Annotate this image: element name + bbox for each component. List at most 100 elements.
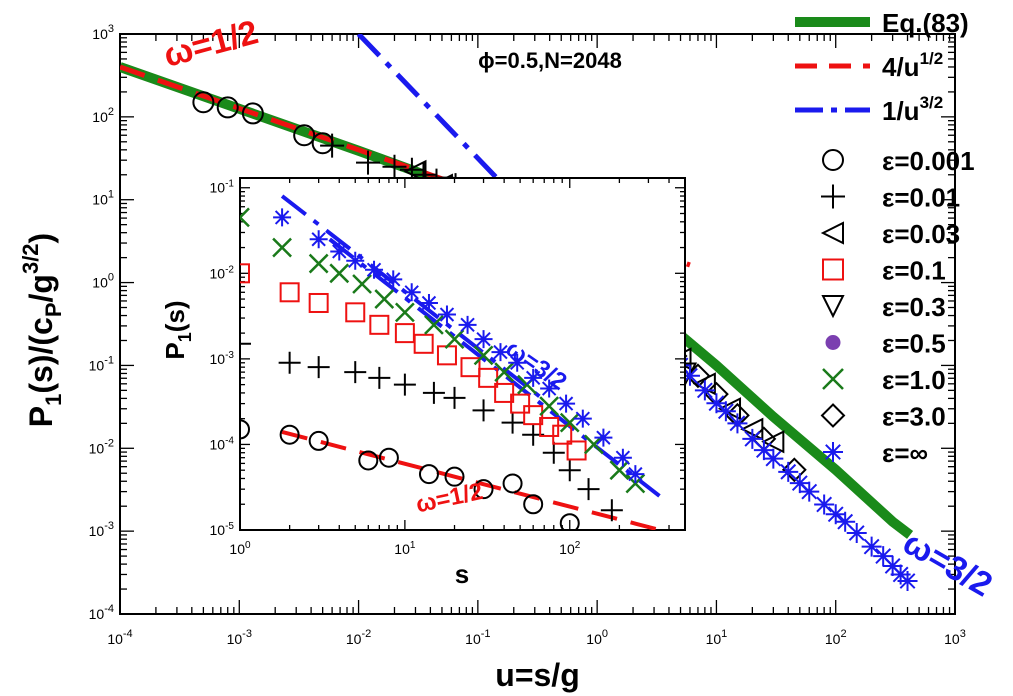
inset-point-circle	[502, 473, 523, 494]
inset-series-3	[240, 207, 646, 494]
main-y-tick-label: 10-1	[89, 354, 114, 373]
legend-marker-diamond	[820, 403, 846, 428]
main-point-asterisk	[789, 473, 810, 494]
inset-point-circle	[444, 466, 465, 487]
inset-point-x	[539, 396, 560, 417]
main-x-tick-label: 10-1	[465, 628, 490, 647]
inset-series-0	[240, 419, 580, 530]
main-point-asterisk	[882, 555, 903, 576]
inset-x-axis-title: s	[455, 559, 469, 589]
main-x-tick-label: 102	[825, 628, 847, 647]
legend-series-label: ε=0.001	[882, 146, 975, 176]
inset-point-x	[308, 253, 329, 274]
inset-y-tick-label: 10-3	[210, 350, 235, 367]
main-y-tick-label: 100	[92, 272, 114, 291]
inset-point-x	[352, 274, 372, 294]
inset-point-x	[374, 289, 395, 309]
inset-point-plus	[443, 386, 466, 409]
inset-point-square	[369, 314, 390, 335]
inset-point-asterisk	[309, 230, 328, 249]
main-point-circle	[216, 96, 239, 119]
main-ticks	[119, 33, 956, 615]
main-x-tick-label: 100	[586, 628, 608, 647]
inset-point-asterisk	[330, 242, 349, 261]
main-point-asterisk	[679, 365, 700, 386]
inset-point-asterisk	[613, 448, 632, 467]
inset-point-square	[552, 424, 573, 445]
main-point-asterisk	[694, 380, 715, 401]
main-point-asterisk	[846, 522, 867, 543]
inset-x-tick-label: 100	[229, 540, 251, 557]
legend-label-0: Eq.(83)	[882, 8, 969, 38]
inset-point-x	[394, 302, 415, 323]
main-point-asterisk	[825, 504, 846, 525]
main-x-tick-label: 10-3	[227, 628, 252, 647]
inset-point-square	[345, 302, 366, 323]
main-point-asterisk	[873, 546, 894, 567]
main-annotation: ϕ=0.5,N=2048	[478, 48, 622, 73]
inset-point-plus	[307, 356, 330, 379]
legend-series-label: ε=∞	[882, 438, 928, 468]
main-y-tick-label: 10-4	[89, 603, 114, 622]
inset-point-plus	[393, 373, 416, 396]
inset-point-square	[308, 292, 329, 313]
legend-label-1: 4/u1/2	[882, 49, 943, 82]
main-point-asterisk	[706, 393, 727, 414]
legend-marker-triangle-left	[820, 221, 844, 245]
inset-point-plus	[344, 361, 367, 384]
inset-point-asterisk	[540, 379, 559, 398]
inset-point-x	[272, 237, 292, 258]
inset-point-square	[460, 357, 481, 378]
inset-point-square	[240, 263, 250, 284]
inset-point-circle	[308, 430, 329, 451]
inset-y-tick-label: 10-4	[210, 435, 235, 452]
inset-point-plus	[278, 351, 301, 374]
inset-point-asterisk	[419, 293, 438, 312]
main-y-axis-title: P1(s)/(cP/g3/2)	[18, 233, 66, 427]
inset-point-x	[473, 345, 494, 366]
main-x-tick-label: 10-2	[346, 628, 371, 647]
inset-point-x	[329, 263, 350, 284]
inset-point-circle	[559, 513, 580, 530]
inset-point-asterisk	[524, 368, 543, 387]
inset-point-square	[523, 405, 544, 426]
inset-point-x	[240, 207, 250, 228]
inset-y-tick-label: 10-5	[210, 521, 235, 538]
legend-series-label: ε=1.0	[882, 365, 946, 395]
legend-series-label: ε=3.0	[882, 402, 946, 432]
inset-point-square	[394, 323, 415, 344]
main-slope-label-1: ω=3/2	[897, 524, 999, 605]
legend-series-label: ε=0.5	[882, 329, 946, 359]
inset-point-circle	[279, 424, 300, 445]
inset-point-plus	[422, 381, 445, 404]
legend-label-2: 1/u3/2	[882, 93, 943, 126]
inset-point-asterisk	[402, 283, 421, 302]
inset-series-2	[240, 263, 587, 461]
inset-point-x	[559, 412, 580, 433]
inset-point-asterisk	[474, 330, 493, 349]
inset-series-4	[273, 208, 645, 484]
inset-point-asterisk	[594, 428, 613, 447]
inset-point-asterisk	[437, 305, 456, 324]
legend-series-label: ε=0.01	[882, 183, 960, 213]
main-y-tick-label: 10-3	[89, 520, 114, 539]
main-plot-frame	[119, 33, 956, 615]
inset-point-square	[413, 333, 434, 354]
parameter-annotation: ϕ=0.5,N=2048	[478, 48, 622, 73]
legend-series-label: ε=0.03	[882, 219, 960, 249]
main-point-asterisk	[814, 494, 835, 515]
main-x-tick-label: 103	[944, 628, 966, 647]
inset-plot: 100 101 10210-510-410-310-210-1ω=1/2ω=3/2s…	[160, 177, 686, 589]
inset-point-plus	[472, 399, 495, 422]
main-point-asterisk	[763, 448, 784, 469]
main-x-tick-label: 10-4	[107, 628, 132, 647]
legend-series-label: ε=0.3	[882, 292, 946, 322]
inset-y-tick-label: 10-2	[210, 264, 235, 281]
inset-x-tick-label: 101	[394, 540, 416, 557]
legend-marker-circle	[822, 149, 844, 171]
main-point-circle	[241, 102, 264, 125]
main-point-asterisk	[835, 511, 856, 532]
legend-marker-x	[822, 368, 844, 390]
main-point-triangle-left	[717, 397, 742, 421]
